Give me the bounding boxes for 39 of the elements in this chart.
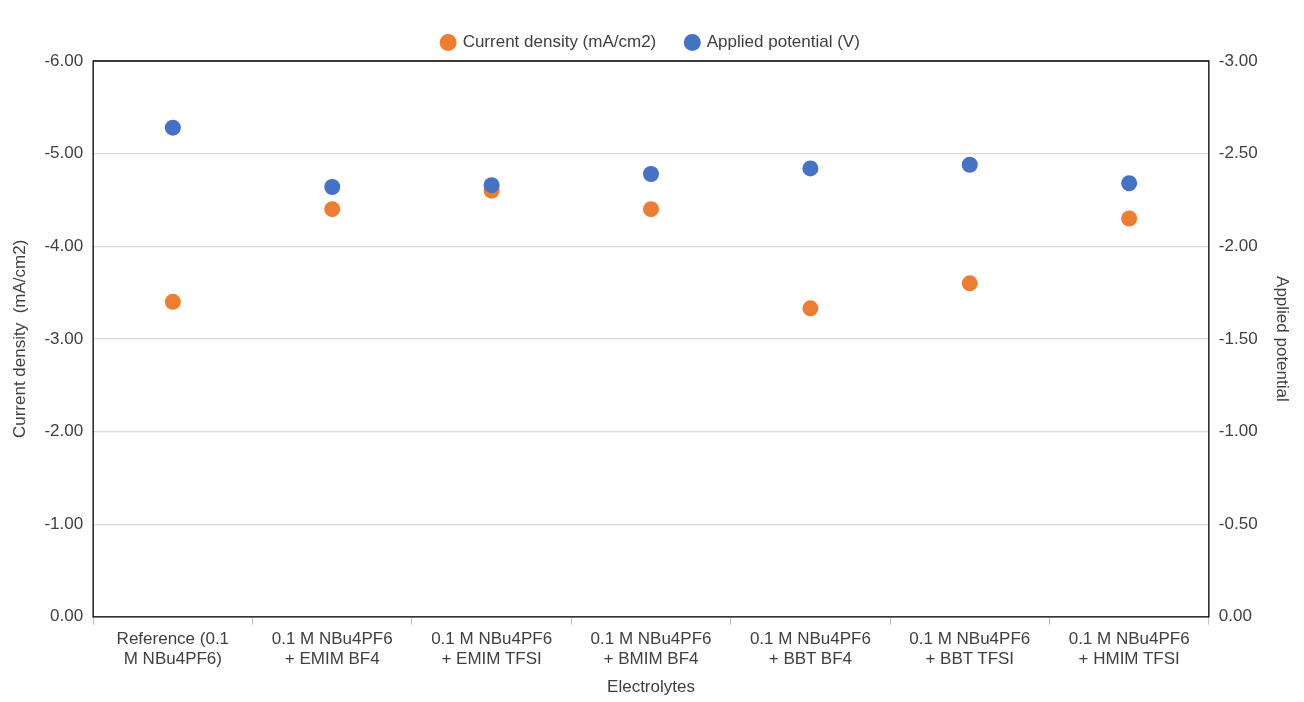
y-tick-label: -2.00	[44, 421, 84, 441]
point	[643, 201, 659, 218]
point	[643, 166, 659, 183]
y-tick-label: 0.00	[50, 606, 84, 626]
x-tick-label: 0.1 M NBu4PF6 + EMIM BF4	[271, 628, 393, 669]
point	[802, 160, 819, 177]
y2-tick-label: -2.00	[1218, 235, 1258, 255]
y-tick-label: -3.00	[44, 328, 84, 348]
point	[483, 177, 500, 194]
y-axis-title: Current density (mA/cm2)	[9, 239, 29, 439]
y-tick-label: -4.00	[44, 235, 84, 255]
x-tick-label: 0.1 M NBu4PF6 + BBT TFSI	[909, 628, 1031, 669]
point	[1121, 175, 1138, 192]
y-tick-label: -6.00	[44, 50, 84, 70]
y2-tick-label: -1.00	[1218, 421, 1258, 441]
x-axis-title: Electrolytes	[607, 677, 695, 697]
x-tick-label: 0.1 M NBu4PF6 + HMIM TFSI	[1068, 628, 1190, 669]
point	[961, 275, 978, 292]
y2-tick-label: -0.50	[1218, 513, 1258, 533]
point	[324, 201, 341, 218]
y2-tick-label: 0.00	[1218, 606, 1252, 626]
y2-tick-label: -2.50	[1218, 143, 1258, 163]
x-tick-label: 0.1 M NBu4PF6 + EMIM TFSI	[431, 628, 553, 669]
point	[1121, 210, 1138, 227]
x-tick-label: 0.1 M NBu4PF6 + BBT BF4	[749, 628, 871, 669]
y2-tick-label: -3.00	[1218, 50, 1258, 70]
x-tick-label: Reference (0.1 M NBu4PF6)	[116, 628, 230, 669]
point	[324, 178, 341, 195]
point	[961, 156, 978, 173]
y2-axis-title: Applied potential	[1273, 276, 1293, 402]
y-tick-label: -1.00	[44, 513, 84, 533]
legend-label: Current density (mA/cm2)	[462, 32, 657, 52]
y2-tick-label: -1.50	[1218, 328, 1258, 348]
point	[802, 300, 819, 317]
x-tick-label: 0.1 M NBu4PF6 + BMIM BF4	[590, 628, 712, 669]
legend-label: Applied potential (V)	[706, 32, 860, 52]
y-tick-label: -5.00	[44, 143, 84, 163]
point	[164, 293, 181, 310]
point	[164, 119, 181, 136]
